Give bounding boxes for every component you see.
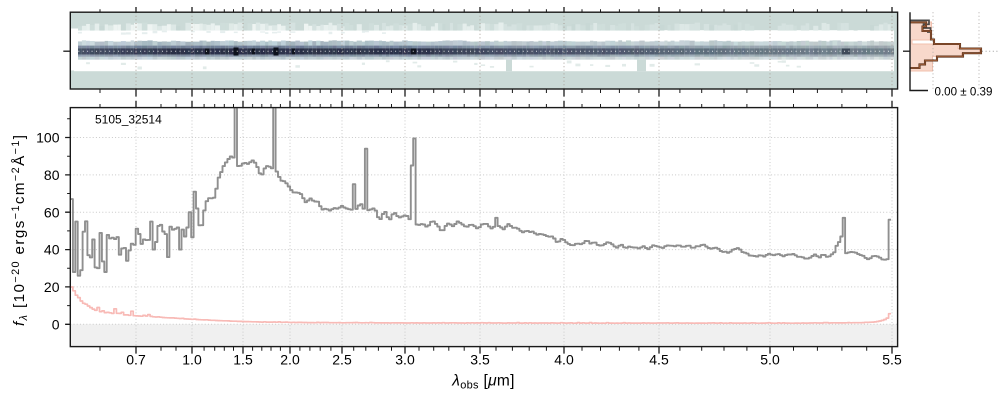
svg-text:λobs [μm]: λobs [μm] — [451, 373, 514, 392]
svg-text:3.0: 3.0 — [395, 352, 415, 368]
svg-text:5105_32514: 5105_32514 — [95, 113, 162, 127]
svg-text:40: 40 — [44, 242, 60, 258]
svg-text:80: 80 — [44, 167, 60, 183]
svg-text:0: 0 — [52, 316, 60, 332]
svg-text:2.0: 2.0 — [280, 352, 300, 368]
svg-text:2.5: 2.5 — [332, 352, 352, 368]
svg-text:0.7: 0.7 — [126, 352, 146, 368]
svg-text:5.5: 5.5 — [882, 352, 902, 368]
svg-text:60: 60 — [44, 204, 60, 220]
svg-text:1.0: 1.0 — [182, 352, 202, 368]
svg-text:1.5: 1.5 — [233, 352, 253, 368]
svg-text:5.0: 5.0 — [760, 352, 780, 368]
svg-text:fλ [10−20 ergs−1cm−2Å−1]: fλ [10−20 ergs−1cm−2Å−1] — [10, 135, 30, 326]
svg-text:4.5: 4.5 — [649, 352, 669, 368]
svg-text:4.0: 4.0 — [554, 352, 574, 368]
svg-text:0.00 ± 0.39: 0.00 ± 0.39 — [935, 86, 993, 99]
svg-text:20: 20 — [44, 279, 60, 295]
svg-text:100: 100 — [36, 130, 60, 146]
svg-text:3.5: 3.5 — [470, 352, 490, 368]
